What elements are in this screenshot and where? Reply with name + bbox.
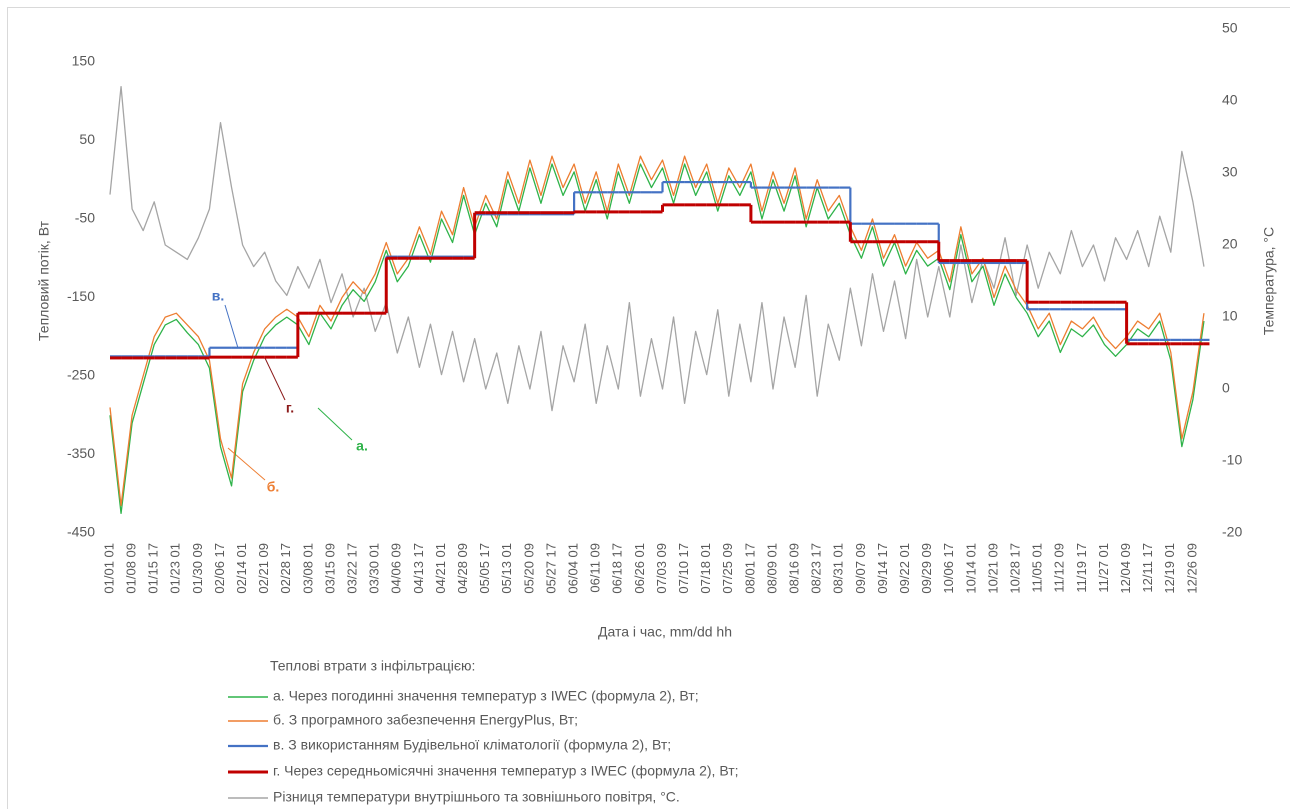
- x-tick-label: 07/25 09: [720, 543, 735, 594]
- legend-label: б. З програмного забезпечення EnergyPlus…: [273, 712, 578, 728]
- x-tick-label: 10/06 17: [941, 543, 956, 594]
- x-tick-label: 09/07 09: [853, 543, 868, 594]
- x-tick-label: 03/30 01: [367, 543, 382, 594]
- x-tick-label: 05/05 17: [477, 543, 492, 594]
- legend-label: Різниця температури внутрішнього та зовн…: [273, 789, 680, 805]
- x-tick-label: 06/18 17: [610, 543, 625, 594]
- annotation: а.: [356, 438, 368, 454]
- y-tick-label: -150: [67, 288, 95, 304]
- x-tick-label: 10/28 17: [1008, 543, 1023, 594]
- step-riser: [207, 204, 1129, 358]
- legend-label: г. Через середньомісячні значення темпер…: [273, 763, 739, 779]
- x-tick-label: 12/19 01: [1162, 543, 1177, 594]
- y-tick-label: -50: [75, 210, 95, 226]
- x-tick-label: 01/30 09: [190, 543, 205, 594]
- x-tick-label: 01/01 01: [101, 543, 116, 594]
- y2-tick-label: 0: [1222, 380, 1230, 396]
- x-tick-label: 05/27 17: [543, 543, 558, 594]
- chart-border: [7, 7, 1290, 809]
- y-tick-label: 50: [79, 131, 95, 147]
- x-tick-label: 12/26 09: [1184, 543, 1199, 594]
- y2-tick-label: -10: [1222, 452, 1242, 468]
- x-tick-label: 04/13 17: [411, 543, 426, 594]
- x-tick-label: 02/21 09: [256, 543, 271, 594]
- series-line: [109, 163, 1205, 515]
- legend-label: в. З використанням Будівельної кліматоло…: [273, 737, 671, 753]
- x-tick-label: 10/21 09: [985, 543, 1000, 594]
- x-tick-label: 01/15 17: [146, 543, 161, 594]
- y-axis-title: Тепловий потік, Вт: [36, 220, 52, 341]
- series-line: [109, 85, 1205, 412]
- x-tick-label: 04/21 01: [433, 543, 448, 594]
- y-tick-label: -350: [67, 445, 95, 461]
- legend-title: Теплові втрати з інфільтрацією:: [270, 658, 475, 674]
- x-tick-label: 05/13 01: [499, 543, 514, 594]
- annotation: в.: [212, 288, 225, 304]
- y-tick-label: -450: [67, 524, 95, 540]
- x-tick-label: 12/11 17: [1140, 543, 1155, 593]
- x-tick-label: 08/01 17: [742, 543, 757, 594]
- x-tick-label: 09/14 17: [875, 543, 890, 594]
- x-tick-label: 07/18 01: [698, 543, 713, 594]
- y2-tick-label: 30: [1222, 164, 1238, 180]
- x-tick-label: 09/29 09: [919, 543, 934, 594]
- x-tick-label: 08/09 01: [764, 543, 779, 594]
- x-tick-label: 02/14 01: [234, 543, 249, 594]
- step-riser: [208, 182, 1128, 357]
- y2-tick-label: -20: [1222, 524, 1242, 540]
- x-tick-label: 01/23 01: [168, 543, 183, 594]
- x-tick-label: 04/28 09: [455, 543, 470, 594]
- y2-tick-label: 40: [1222, 92, 1238, 108]
- x-tick-label: 03/22 17: [345, 543, 360, 594]
- y-tick-label: -250: [67, 367, 95, 383]
- x-tick-label: 02/06 17: [212, 543, 227, 594]
- annotation: б.: [267, 479, 280, 495]
- x-tick-label: 11/12 09: [1052, 543, 1067, 593]
- x-tick-label: 12/04 09: [1118, 543, 1133, 594]
- x-tick-label: 09/22 01: [897, 543, 912, 594]
- annotation: г.: [286, 400, 294, 416]
- x-axis-title: Дата і час, mm/dd hh: [598, 624, 732, 640]
- y2-axis-title: Температура, °С: [1261, 227, 1277, 335]
- y-tick-label: 150: [72, 53, 96, 69]
- x-tick-label: 07/03 09: [654, 543, 669, 594]
- x-tick-label: 11/05 01: [1030, 543, 1045, 593]
- x-tick-label: 01/08 09: [124, 543, 139, 594]
- x-tick-label: 04/06 09: [389, 543, 404, 594]
- x-tick-label: 10/14 01: [963, 543, 978, 594]
- x-tick-label: 07/10 17: [676, 543, 691, 594]
- legend-label: а. Через погодинні значення температур з…: [273, 688, 699, 704]
- x-tick-label: 11/19 17: [1074, 543, 1089, 593]
- x-tick-label: 06/04 01: [566, 543, 581, 594]
- x-tick-label: 08/16 09: [787, 543, 802, 594]
- x-tick-label: 05/20 09: [521, 543, 536, 594]
- annotation-leaders: [224, 304, 353, 481]
- y2-tick-label: 20: [1222, 236, 1238, 252]
- x-tick-label: 03/15 09: [322, 543, 337, 594]
- x-tick-label: 11/27 01: [1096, 543, 1111, 593]
- x-tick-label: 08/31 01: [831, 543, 846, 594]
- x-tick-label: 03/08 01: [300, 543, 315, 594]
- x-tick-label: 08/23 17: [809, 543, 824, 594]
- x-tick-label: 06/26 01: [632, 543, 647, 594]
- x-tick-label: 02/28 17: [278, 543, 293, 594]
- y2-tick-label: 10: [1222, 308, 1238, 324]
- series-line: [109, 155, 1205, 507]
- x-tick-label: 06/11 09: [588, 543, 603, 593]
- y2-tick-label: 50: [1222, 20, 1238, 36]
